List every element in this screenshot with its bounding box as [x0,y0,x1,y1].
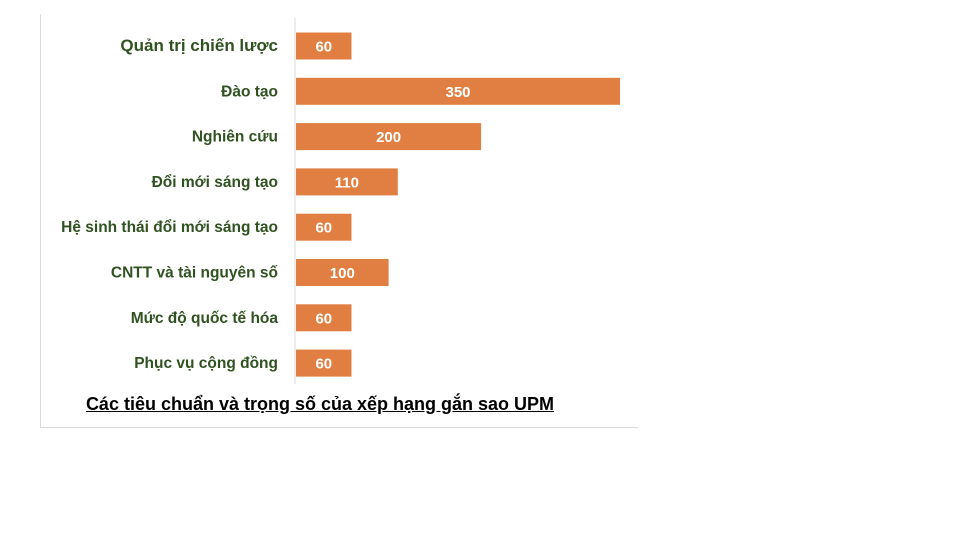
bar-7 [296,304,352,332]
category-label-4: Đổi mới sáng tạo [152,174,278,191]
category-label-3: Nghiên cứu [192,129,278,146]
bar-4 [296,168,398,196]
category-label-5: Hệ sinh thái đổi mới sáng tạo [61,219,278,236]
bar-5 [296,213,352,241]
bar-3 [296,123,482,151]
data-label-1: 60 [315,39,332,56]
chart-title: Các tiêu chuẩn và trọng số của xếp hạng … [85,394,555,414]
bar-6 [296,259,389,286]
bar-8 [296,349,352,377]
category-label-1: Quản trị chiến lược [120,36,278,55]
category-label-7: Mức độ quốc tế hóa [131,310,279,327]
value-labels-group: 60 350 200 110 60 100 60 60 [315,39,470,373]
bar-1 [296,32,352,60]
data-label-3: 200 [376,129,401,146]
data-label-4: 110 [335,174,359,191]
data-label-6: 100 [330,265,355,282]
data-label-7: 60 [315,310,332,327]
data-label-5: 60 [315,220,332,237]
data-label-2: 350 [445,84,470,101]
category-label-2: Đào tạo [221,83,278,100]
bar-2 [296,77,620,105]
data-label-8: 60 [315,356,332,373]
category-labels-group: Quản trị chiến lược Đào tạo Nghiên cứu Đổi … [61,36,278,372]
category-label-6: CNTT và tài nguyên số [111,265,279,282]
category-label-8: Phục vụ cộng đồng [134,355,278,372]
chart-frame [40,14,638,428]
bars-group [296,32,620,377]
